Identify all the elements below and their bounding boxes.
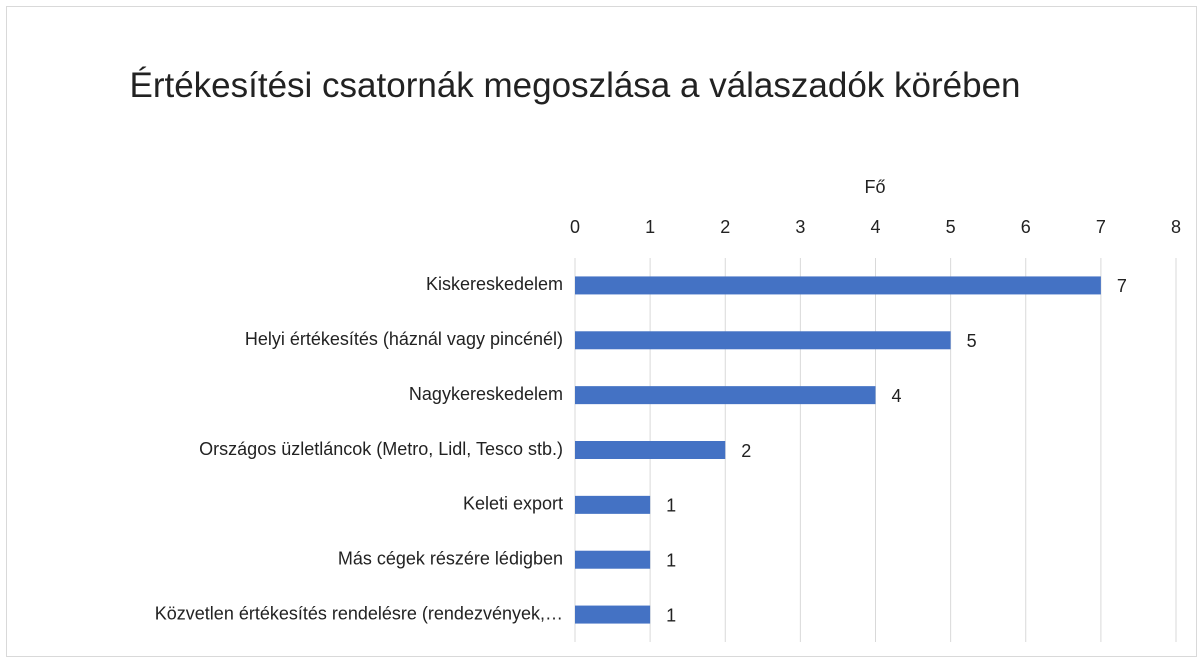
y-tick-label: Nagykereskedelem — [409, 384, 563, 404]
y-tick-label: Keleti export — [463, 494, 563, 514]
bar — [575, 441, 726, 459]
y-tick-label: Helyi értékesítés (háznál vagy pincénél) — [245, 329, 563, 349]
data-label: 2 — [741, 441, 751, 461]
x-tick-label: 8 — [1171, 217, 1181, 237]
bar — [575, 276, 1101, 295]
y-tick-label: Más cégek részére lédigben — [338, 548, 563, 568]
x-tick-label: 3 — [795, 217, 805, 237]
data-label: 1 — [666, 550, 676, 570]
x-tick-label: 0 — [570, 217, 580, 237]
bar — [575, 550, 651, 569]
bar — [575, 331, 951, 350]
x-tick-label: 6 — [1021, 217, 1031, 237]
data-label: 7 — [1117, 276, 1127, 296]
x-tick-label: 1 — [645, 217, 655, 237]
axis-label: Fő — [864, 177, 885, 197]
bar — [575, 605, 651, 624]
data-label: 1 — [666, 496, 676, 516]
y-tick-label: Országos üzletláncok (Metro, Lidl, Tesco… — [199, 439, 563, 459]
y-tick-label: Közvetlen értékesítés rendelésre (rendez… — [155, 603, 563, 623]
bar — [575, 386, 876, 405]
x-tick-label: 2 — [720, 217, 730, 237]
x-tick-label: 4 — [870, 217, 880, 237]
y-tick-label: Kiskereskedelem — [426, 274, 563, 294]
x-tick-label: 7 — [1096, 217, 1106, 237]
bar — [575, 495, 651, 514]
data-label: 1 — [666, 605, 676, 625]
chart-title: Értékesítési csatornák megoszlása a vála… — [129, 66, 1021, 105]
x-tick-label: 5 — [946, 217, 956, 237]
data-label: 4 — [892, 386, 902, 406]
data-label: 5 — [967, 331, 977, 351]
chart-border — [6, 6, 1197, 657]
